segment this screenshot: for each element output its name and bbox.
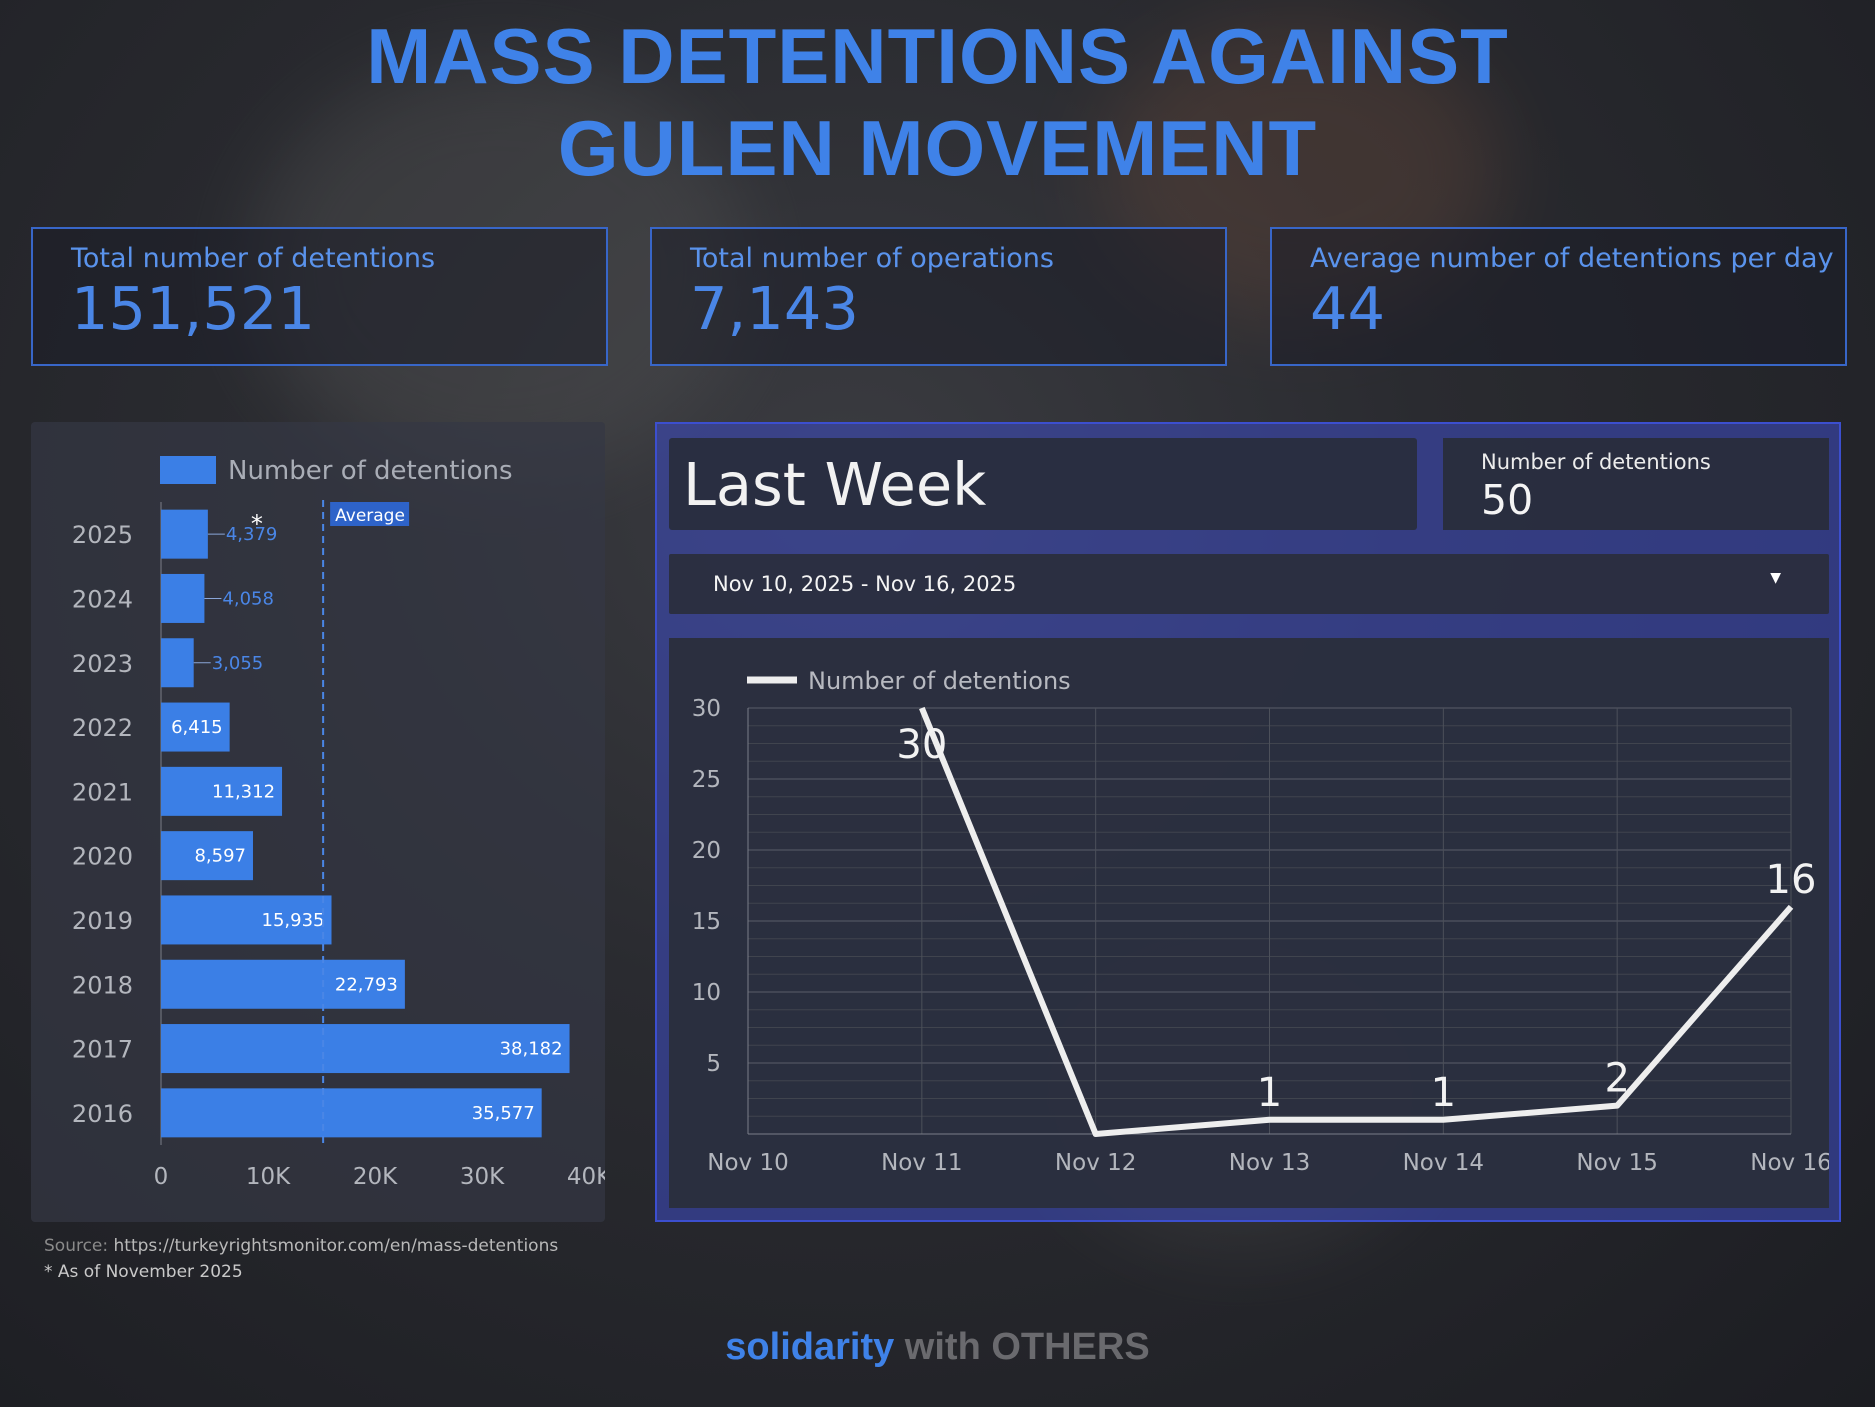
data-label: 11,312 <box>212 781 275 802</box>
kpi-average-per-day: Average number of detentions per day 44 <box>1270 227 1847 366</box>
yearly-detentions-bar-chart[interactable]: Number of detentions 2025 4,379* 2024 4,058 2… <box>31 422 612 1222</box>
data-label: 22,793 <box>335 974 398 995</box>
footnote: * As of November 2025 <box>44 1262 243 1282</box>
x-tick-label: 30K <box>460 1164 505 1190</box>
category-label: 2025 <box>72 521 133 549</box>
x-tick-label: Nov 11 <box>881 1150 962 1176</box>
data-label: 4,058 <box>222 588 274 609</box>
x-tick-label: Nov 12 <box>1055 1150 1136 1176</box>
source-link[interactable]: https://turkeyrightsmonitor.com/en/mass-… <box>113 1236 559 1256</box>
x-tick-label: Nov 16 <box>1750 1150 1829 1176</box>
page-title: MASS DETENTIONS AGAINST GULEN MOVEMENT <box>0 10 1875 194</box>
y-tick-label: 25 <box>692 767 721 793</box>
legend-label: Number of detentions <box>228 456 513 486</box>
weekly-detentions-scorecard: Number of detentions 50 <box>1443 438 1829 530</box>
caret-down-icon[interactable]: ▼ <box>1770 570 1781 586</box>
data-label: 8,597 <box>194 846 246 867</box>
data-label: 1 <box>1431 1070 1456 1116</box>
page-title-line-1: MASS DETENTIONS AGAINST <box>366 12 1509 100</box>
x-tick-label: Nov 15 <box>1576 1150 1657 1176</box>
data-label: 15,935 <box>262 910 325 931</box>
kpi-label: Total number of detentions <box>71 243 436 274</box>
kpi-label: Average number of detentions per day <box>1310 243 1834 274</box>
annotation-mark: * <box>251 510 263 538</box>
average-label: Average <box>335 506 405 526</box>
x-tick-label: 40K <box>567 1164 605 1190</box>
bar <box>161 959 405 1009</box>
data-label: 2 <box>1604 1056 1629 1102</box>
source-prefix: Source: <box>44 1236 114 1256</box>
category-label: 2024 <box>72 585 133 613</box>
data-label: 4,379 <box>226 524 278 545</box>
kpi-value: 151,521 <box>71 274 315 343</box>
y-tick-label: 10 <box>692 980 721 1006</box>
data-label: 35,577 <box>472 1103 535 1124</box>
date-range-text: Nov 10, 2025 - Nov 16, 2025 <box>713 572 1017 596</box>
last-week-title: Last Week <box>683 450 987 519</box>
brand-solidarity: solidarity <box>725 1326 895 1368</box>
category-label: 2021 <box>72 778 133 806</box>
bar <box>161 638 194 688</box>
kpi-total-detentions: Total number of detentions 151,521 <box>31 227 608 366</box>
data-label: 30 <box>896 722 947 768</box>
bar <box>161 573 205 623</box>
kpi-value: 7,143 <box>690 274 859 343</box>
data-label: 6,415 <box>171 717 223 738</box>
x-tick-label: Nov 10 <box>707 1150 788 1176</box>
bar <box>161 702 230 752</box>
last-week-panel: Last Week Number of detentions 50 Nov 10… <box>655 422 1841 1222</box>
x-tick-label: 0 <box>154 1164 169 1190</box>
y-tick-label: 20 <box>692 838 721 864</box>
data-label: 1 <box>1257 1070 1282 1116</box>
legend-swatch <box>160 456 216 484</box>
kpi-value: 44 <box>1310 274 1386 343</box>
brand-with-others: with OTHERS <box>894 1326 1150 1368</box>
legend-label: Number of detentions <box>808 667 1071 695</box>
yearly-detentions-panel: Number of detentions 2025 4,379 * 2024 4,058 2… <box>31 422 612 1222</box>
page-title-line-2: GULEN MOVEMENT <box>557 104 1318 192</box>
date-range-selector[interactable]: Nov 10, 2025 - Nov 16, 2025 ▼ <box>669 554 1829 614</box>
data-label: 16 <box>1766 857 1817 903</box>
last-week-header: Last Week <box>669 438 1417 530</box>
category-label: 2019 <box>72 907 133 935</box>
scorecard-value: 50 <box>1481 476 1534 524</box>
data-label: 3,055 <box>212 653 264 674</box>
series-line <box>919 706 1794 1137</box>
bar <box>161 1024 570 1074</box>
scorecard-label: Number of detentions <box>1481 450 1711 474</box>
category-label: 2017 <box>72 1036 133 1064</box>
y-tick-label: 15 <box>692 909 721 935</box>
x-tick-label: 20K <box>353 1164 398 1190</box>
data-label: 38,182 <box>500 1039 563 1060</box>
brand-footer: solidarity with OTHERS <box>0 1326 1875 1369</box>
bar <box>161 509 208 559</box>
bar <box>161 766 283 816</box>
source-note: Source: https://turkeyrightsmonitor.com/… <box>44 1236 558 1256</box>
bar <box>161 831 253 881</box>
x-tick-label: Nov 14 <box>1403 1150 1484 1176</box>
daily-detentions-chart-box: Number of detentions 5 10 15 20 25 30 Nov 10 Nov… <box>669 638 1832 1208</box>
y-tick-label: 30 <box>692 696 721 722</box>
category-label: 2020 <box>72 843 133 871</box>
bar <box>161 1088 542 1138</box>
y-tick-label: 5 <box>706 1051 721 1077</box>
category-label: 2016 <box>72 1100 133 1128</box>
daily-detentions-line-chart[interactable]: Number of detentions 5 10 15 20 25 30 Nov 10 Nov… <box>669 638 1832 1208</box>
x-tick-label: 10K <box>246 1164 291 1190</box>
average-label-background <box>330 502 410 526</box>
x-tick-label: Nov 13 <box>1229 1150 1310 1176</box>
category-label: 2023 <box>72 650 133 678</box>
category-label: 2018 <box>72 971 133 999</box>
bar <box>161 895 332 945</box>
category-label: 2022 <box>72 714 133 742</box>
kpi-total-operations: Total number of operations 7,143 <box>650 227 1227 366</box>
kpi-label: Total number of operations <box>690 243 1054 274</box>
